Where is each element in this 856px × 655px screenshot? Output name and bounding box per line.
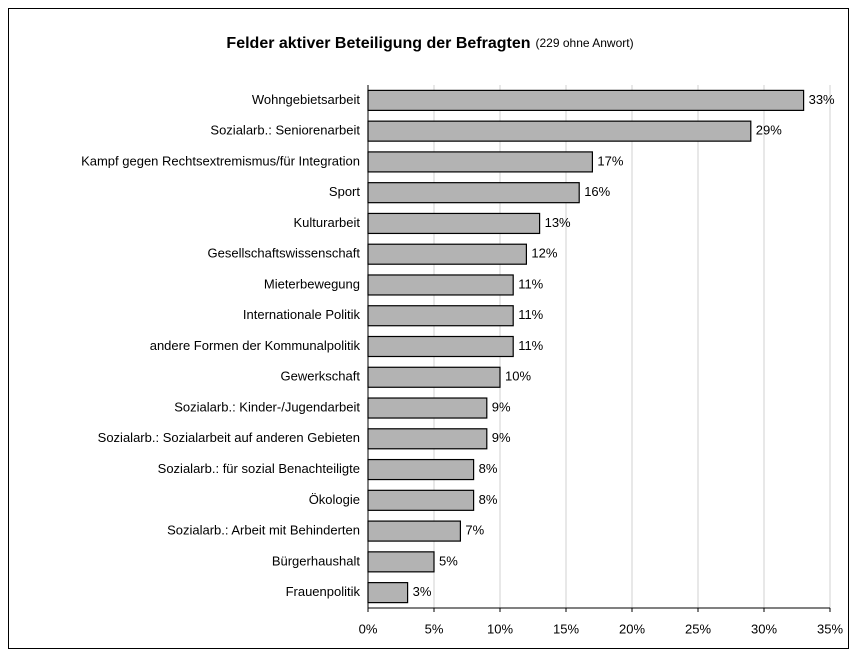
data-label: 17% (597, 153, 623, 168)
chart-title: Felder aktiver Beteiligung der Befragten (226, 35, 530, 52)
x-tick-label: 35% (817, 621, 843, 636)
y-tick-label: andere Formen der Kommunalpolitik (150, 338, 361, 353)
data-label: 29% (756, 123, 782, 138)
data-label: 16% (584, 184, 610, 199)
bar (367, 335, 514, 358)
bar (367, 212, 541, 235)
bar (367, 89, 805, 111)
x-tick-label: 30% (751, 621, 777, 636)
x-tick-label: 5% (425, 621, 444, 636)
data-label: 11% (518, 276, 543, 291)
x-tick-label: 0% (359, 621, 378, 636)
y-tick-label: Sozialarb.: Seniorenarbeit (210, 123, 360, 138)
y-tick-label: Sozialarb.: für sozial Benachteiligte (158, 461, 360, 476)
y-tick-label: Frauenpolitik (286, 584, 361, 599)
data-label: 8% (479, 461, 498, 476)
bar (367, 182, 580, 204)
y-tick-label: Kulturarbeit (294, 215, 361, 230)
data-label: 10% (505, 369, 531, 384)
bar (367, 397, 488, 419)
bar (367, 489, 475, 511)
bar (367, 151, 593, 173)
x-tick-label: 10% (487, 621, 513, 636)
data-label: 11% (518, 307, 543, 322)
y-tick-label: Sozialarb.: Arbeit mit Behinderten (167, 523, 360, 538)
y-tick-label: Ökologie (309, 492, 360, 507)
bar (367, 243, 527, 265)
y-tick-label: Internationale Politik (243, 307, 361, 322)
bar (367, 458, 475, 481)
bar (367, 551, 435, 573)
y-tick-label: Sport (329, 184, 360, 199)
x-tick-label: 15% (553, 621, 579, 636)
y-tick-label: Gesellschaftswissenschaft (208, 246, 361, 261)
data-label: 33% (809, 92, 835, 107)
bar (367, 428, 488, 450)
y-tick-label: Mieterbewegung (264, 276, 360, 291)
bar (367, 520, 462, 542)
y-tick-label: Kampf gegen Rechtsextremismus/für Integr… (81, 153, 360, 168)
y-tick-label: Sozialarb.: Kinder-/Jugendarbeit (174, 399, 360, 414)
data-label: 5% (439, 553, 458, 568)
y-tick-label: Bürgerhaushalt (272, 553, 361, 568)
chart-heading: Felder aktiver Beteiligung der Befragten… (226, 35, 633, 52)
x-tick-label: 25% (685, 621, 711, 636)
data-label: 8% (479, 492, 498, 507)
bar (367, 582, 409, 604)
chart-subtitle: (229 ohne Anwort) (536, 36, 634, 50)
bar (367, 305, 514, 327)
y-tick-label: Wohngebietsarbeit (252, 92, 361, 107)
y-tick-label: Sozialarb.: Sozialarbeit auf anderen Geb… (98, 430, 360, 445)
data-label: 9% (492, 430, 511, 445)
bar (367, 366, 501, 388)
data-label: 11% (518, 338, 543, 353)
bar (367, 274, 514, 296)
bar (367, 120, 752, 142)
y-tick-label: Gewerkschaft (281, 369, 361, 384)
data-label: 7% (465, 523, 484, 538)
chart-frame (8, 8, 849, 649)
data-label: 13% (545, 215, 571, 230)
x-tick-label: 20% (619, 621, 645, 636)
data-label: 3% (413, 584, 432, 599)
data-label: 9% (492, 399, 511, 414)
data-label: 12% (531, 246, 557, 261)
